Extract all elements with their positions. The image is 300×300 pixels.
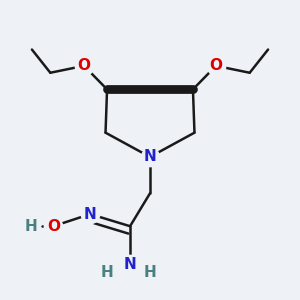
Text: N: N <box>84 207 97 222</box>
Text: H: H <box>101 266 113 280</box>
Text: O: O <box>78 58 91 73</box>
Text: H: H <box>144 266 156 280</box>
Text: N: N <box>124 257 136 272</box>
Text: N: N <box>144 149 156 164</box>
Text: O: O <box>47 219 60 234</box>
Text: O: O <box>209 58 222 73</box>
Text: H: H <box>25 219 38 234</box>
